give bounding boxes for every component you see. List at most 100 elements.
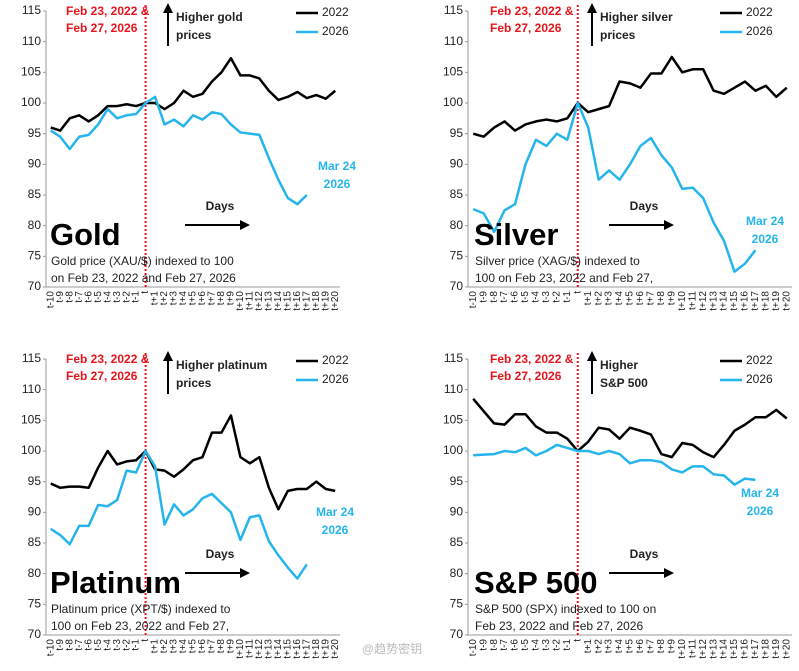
x-tick-label: t+16 <box>292 639 303 659</box>
x-tick-label: t-4 <box>531 639 542 651</box>
x-tick-label: t-9 <box>55 291 66 303</box>
annotation: Mar 24 <box>741 486 779 500</box>
y-tick-label: 75 <box>450 597 464 611</box>
x-tick-label: t+13 <box>264 639 275 659</box>
panel-title: S&P 500 <box>474 565 598 600</box>
x-tick-label: t-3 <box>112 639 123 651</box>
y-tick-label: 115 <box>22 351 41 365</box>
panel-title: Gold <box>50 217 121 252</box>
x-tick-label: t-4 <box>531 291 542 303</box>
x-tick-label: t+8 <box>656 291 667 306</box>
x-tick-label: t+19 <box>771 639 782 659</box>
x-tick-label: t+14 <box>273 639 284 659</box>
x-tick-label: t+10 <box>677 639 688 659</box>
legend-label: 2022 <box>322 5 349 19</box>
y-tick-label: 90 <box>450 157 464 171</box>
annotation: 2026 <box>324 177 351 191</box>
event-label: Feb 27, 2026 <box>66 21 138 35</box>
x-tick-label: t-10 <box>45 291 56 309</box>
y-tick-label: 110 <box>444 382 463 396</box>
y-tick-label: 115 <box>444 3 463 17</box>
x-tick-label: t+19 <box>320 291 331 311</box>
x-tick-label: t+14 <box>719 291 730 311</box>
y-tick-label: 95 <box>450 474 464 488</box>
x-tick-label: t+15 <box>729 639 740 659</box>
x-tick-label: t+10 <box>677 291 688 311</box>
x-tick-label: t+3 <box>169 639 180 654</box>
description: Platinum price (XPT/$) indexed to <box>51 602 231 616</box>
x-tick-label: t-3 <box>112 291 123 303</box>
x-tick-label: t+3 <box>604 291 615 306</box>
x-tick-label: t+5 <box>188 291 199 306</box>
x-tick-label: t-10 <box>468 639 479 657</box>
series-line <box>50 449 308 580</box>
x-tick-label: t-9 <box>55 639 66 651</box>
x-tick-label: t+7 <box>646 639 657 654</box>
x-tick-label: t-2 <box>121 291 132 303</box>
y-tick-label: 70 <box>28 627 42 641</box>
x-tick-label: t+9 <box>666 639 677 654</box>
x-tick-label: t+1 <box>583 291 594 306</box>
x-tick-label: t+2 <box>593 639 604 654</box>
x-tick-label: t+15 <box>282 639 293 659</box>
x-tick-label: t+5 <box>625 639 636 654</box>
annotation: Mar 24 <box>318 159 356 173</box>
y-tick-label: 85 <box>28 535 42 549</box>
y-tick-label: 70 <box>450 279 464 293</box>
x-tick-label: t+15 <box>729 291 740 311</box>
x-tick-label: t+18 <box>761 291 772 311</box>
legend-label: 2022 <box>746 353 773 367</box>
x-tick-label: t+16 <box>740 291 751 311</box>
watermark: @趋势密钥 <box>362 641 422 656</box>
y-tick-label: 110 <box>444 34 463 48</box>
x-tick-label: t <box>140 639 151 642</box>
y-tick-label: 105 <box>21 65 41 79</box>
x-tick-label: t-4 <box>102 291 113 303</box>
x-tick-label: t+20 <box>330 639 341 659</box>
x-tick-label: t+12 <box>254 639 265 659</box>
x-tick-label: t+12 <box>698 291 709 311</box>
x-tick-label: t-5 <box>520 639 531 651</box>
x-tick-label: t+14 <box>273 291 284 311</box>
series-line <box>50 95 308 206</box>
legend-label: 2022 <box>746 5 773 19</box>
y-tick-label: 105 <box>443 65 463 79</box>
y-tick-label: 85 <box>450 535 464 549</box>
x-tick-label: t-7 <box>74 639 85 651</box>
x-tick-label: t+16 <box>740 639 751 659</box>
event-label: Feb 27, 2026 <box>66 369 138 383</box>
description: S&P 500 (SPX) indexed to 100 on <box>475 602 656 616</box>
x-tick-label: t-1 <box>562 639 573 651</box>
event-label: Feb 23, 2022 & <box>490 352 574 366</box>
x-axis-label: Days <box>630 547 659 561</box>
y-tick-label: 105 <box>443 413 463 427</box>
x-tick-label: t+10 <box>235 291 246 311</box>
x-tick-label: t+1 <box>150 639 161 654</box>
x-tick-label: t+12 <box>698 639 709 659</box>
x-tick-label: t+3 <box>604 639 615 654</box>
x-tick-label: t+8 <box>656 639 667 654</box>
x-tick-label: t+19 <box>320 639 331 659</box>
x-tick-label: t-3 <box>541 291 552 303</box>
x-tick-label: t+4 <box>614 639 625 654</box>
x-tick-label: t+6 <box>635 639 646 654</box>
x-tick-label: t-5 <box>93 639 104 651</box>
y-tick-label: 80 <box>28 218 42 232</box>
x-tick-label: t-5 <box>93 291 104 303</box>
y-tick-label: 115 <box>22 3 41 17</box>
x-tick-label: t+7 <box>207 639 218 654</box>
x-tick-label: t+11 <box>687 291 698 310</box>
x-tick-label: t+18 <box>311 291 322 311</box>
panel-title: Silver <box>474 217 558 252</box>
direction-label: Higher gold <box>176 10 243 24</box>
legend-label: 2026 <box>746 24 773 38</box>
x-tick-label: t+11 <box>245 639 256 658</box>
legend-label: 2022 <box>322 353 349 367</box>
event-label: Feb 27, 2026 <box>490 21 562 35</box>
y-tick-label: 90 <box>28 505 42 519</box>
event-label: Feb 23, 2022 & <box>66 4 150 18</box>
legend-label: 2026 <box>746 372 773 386</box>
y-tick-label: 95 <box>28 474 42 488</box>
x-tick-label: t+13 <box>264 291 275 311</box>
y-tick-label: 105 <box>21 413 41 427</box>
